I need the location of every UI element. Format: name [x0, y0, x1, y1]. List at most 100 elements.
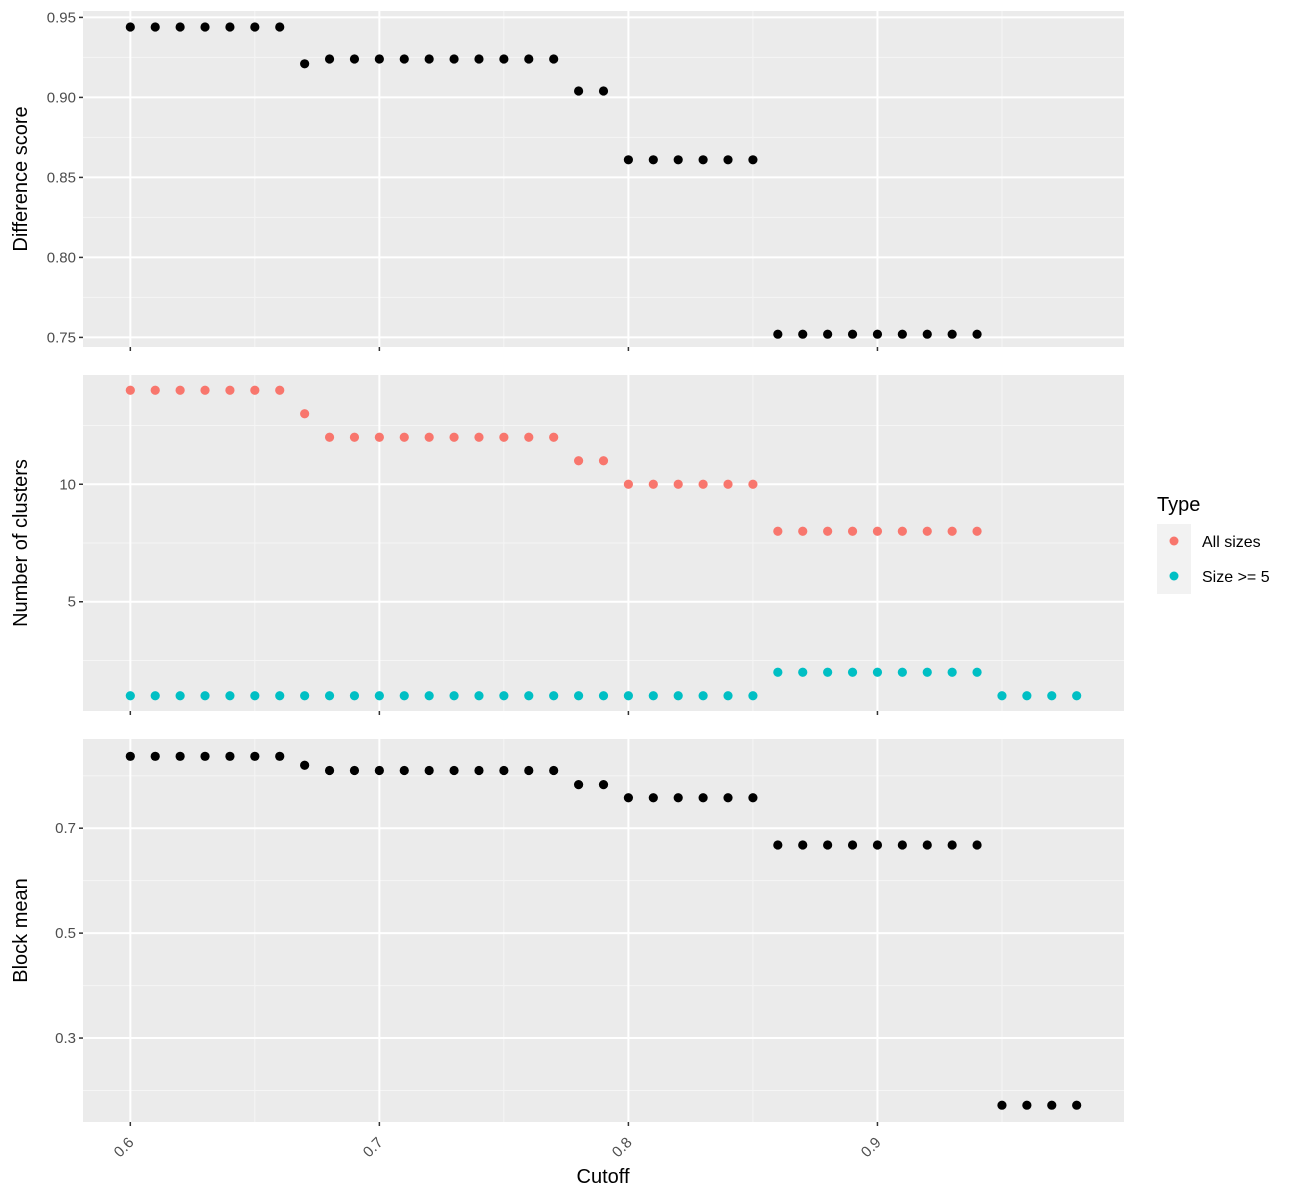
data-point	[847, 526, 858, 536]
data-point	[1022, 1100, 1032, 1110]
data-point	[300, 409, 310, 419]
data-point	[250, 691, 260, 701]
data-point	[349, 432, 360, 442]
data-point	[250, 22, 260, 32]
data-point	[673, 479, 683, 489]
data-point	[872, 329, 883, 339]
data-point	[723, 691, 733, 701]
data-point	[972, 329, 982, 339]
data-point	[648, 691, 658, 701]
data-point	[549, 54, 559, 64]
data-point	[449, 54, 459, 64]
data-point	[424, 765, 434, 776]
data-point	[424, 691, 434, 701]
data-point	[524, 691, 534, 701]
data-point	[748, 691, 758, 701]
facet-panels: 0.75 0.80 0.85 0.90 0.95 Difference score 5 10 N…	[10, 9, 1124, 1161]
data-point	[623, 479, 634, 489]
legend-key-all-sizes	[1169, 536, 1179, 546]
data-point	[524, 54, 534, 64]
data-point	[1022, 691, 1032, 701]
legend-label-size-ge-5: Size >= 5	[1202, 569, 1270, 586]
y-tick-label: 0.80	[47, 249, 76, 266]
data-point	[773, 329, 783, 339]
data-point	[200, 385, 210, 395]
data-point	[947, 840, 957, 850]
data-point	[623, 691, 634, 701]
data-point	[648, 479, 658, 489]
data-point	[723, 793, 733, 803]
data-point	[598, 86, 609, 96]
y-tick-label: 0.7	[55, 820, 76, 837]
data-point	[723, 155, 733, 165]
data-point	[823, 840, 833, 850]
panel-background	[83, 11, 1124, 347]
data-point	[399, 765, 409, 776]
y-axis-title: Difference score	[10, 106, 32, 251]
data-point	[872, 840, 883, 850]
x-tick-label: 0.8	[609, 1134, 636, 1161]
data-point	[300, 760, 310, 770]
y-tick-label: 0.85	[47, 169, 76, 186]
data-point	[623, 155, 634, 165]
data-point	[698, 691, 708, 701]
data-point	[300, 59, 310, 69]
data-point	[872, 526, 883, 536]
data-point	[798, 526, 808, 536]
data-point	[997, 1100, 1007, 1110]
data-point	[573, 456, 584, 466]
data-point	[947, 526, 957, 536]
data-point	[275, 22, 285, 32]
data-point	[723, 479, 733, 489]
data-point	[1072, 691, 1082, 701]
data-point	[524, 432, 534, 442]
data-point	[324, 54, 335, 64]
data-point	[275, 385, 285, 395]
series	[125, 385, 982, 536]
data-point	[922, 667, 932, 677]
data-point	[449, 765, 459, 776]
data-point	[698, 793, 708, 803]
series	[125, 22, 982, 339]
data-point	[573, 780, 584, 790]
x-tick-label: 0.6	[111, 1134, 138, 1161]
legend-label-all-sizes: All sizes	[1202, 534, 1261, 551]
data-point	[997, 691, 1007, 701]
data-point	[673, 793, 683, 803]
legend-key-background	[1157, 524, 1191, 594]
data-point	[349, 691, 360, 701]
x-tick-label: 0.9	[858, 1134, 885, 1161]
data-point	[773, 667, 783, 677]
y-axis-title: Block mean	[10, 878, 32, 983]
data-point	[200, 22, 210, 32]
data-point	[275, 691, 285, 701]
data-point	[225, 751, 235, 761]
data-point	[225, 22, 235, 32]
data-point	[823, 667, 833, 677]
data-point	[598, 691, 609, 701]
data-point	[549, 691, 559, 701]
data-point	[150, 751, 160, 761]
data-point	[125, 22, 135, 32]
data-point	[573, 691, 584, 701]
data-point	[698, 479, 708, 489]
y-tick-label: 0.5	[55, 925, 76, 942]
data-point	[897, 840, 907, 850]
data-point	[798, 840, 808, 850]
data-point	[623, 793, 634, 803]
data-point	[150, 691, 160, 701]
data-point	[972, 840, 982, 850]
y-tick-label: 10	[59, 476, 76, 493]
data-point	[922, 840, 932, 850]
data-point	[399, 54, 409, 64]
data-point	[573, 86, 584, 96]
data-point	[972, 667, 982, 677]
panel-background	[83, 739, 1124, 1122]
data-point	[125, 385, 135, 395]
data-point	[598, 456, 609, 466]
data-point	[922, 526, 932, 536]
data-point	[748, 479, 758, 489]
data-point	[897, 667, 907, 677]
data-point	[897, 526, 907, 536]
